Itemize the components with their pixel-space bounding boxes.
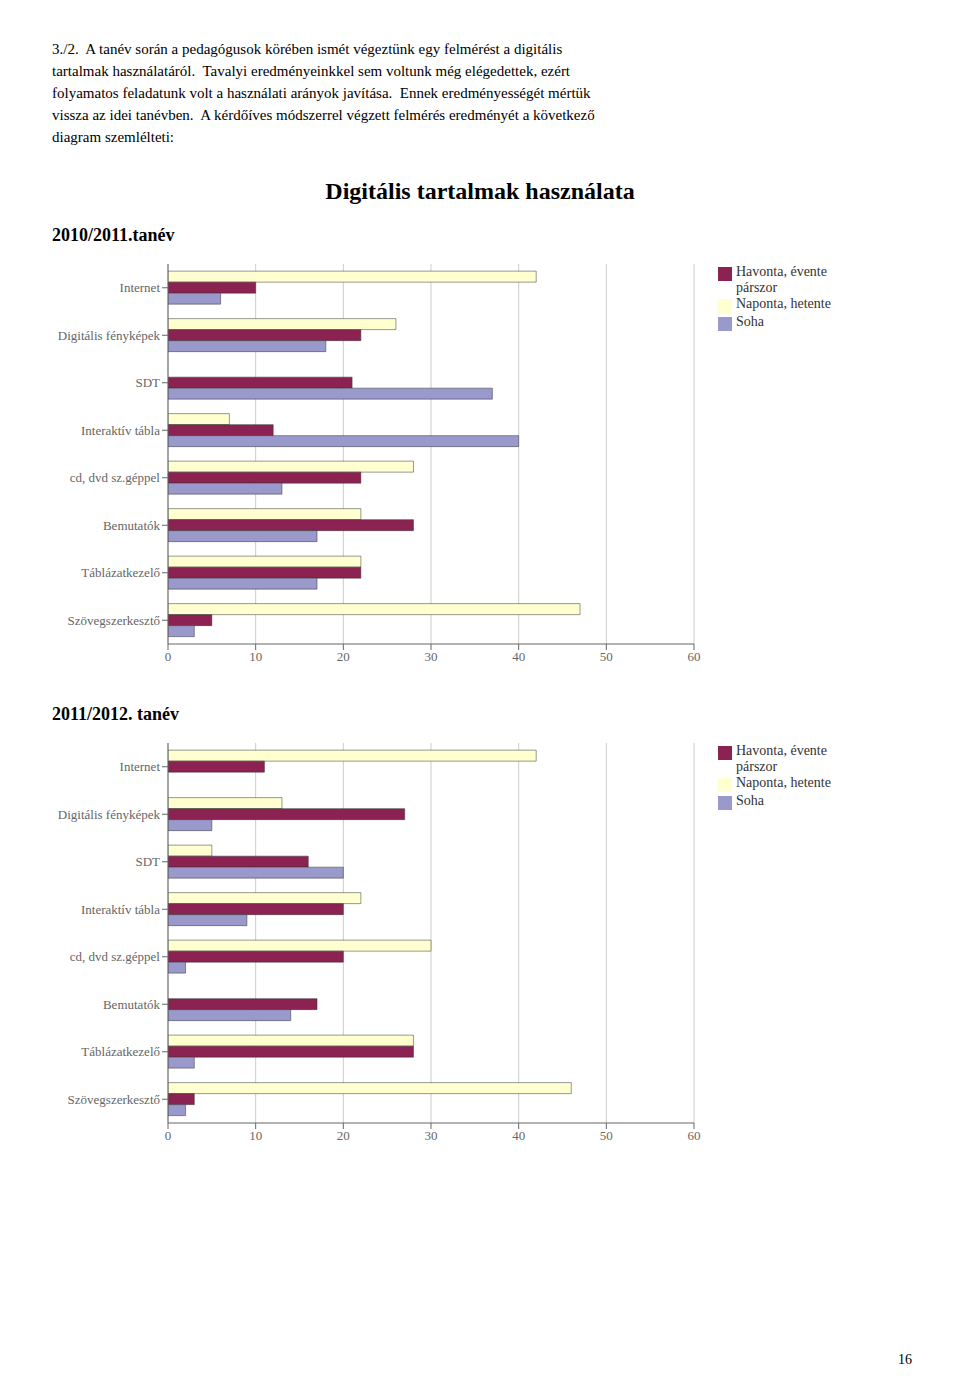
svg-text:cd, dvd sz.géppel: cd, dvd sz.géppel <box>70 470 161 485</box>
svg-text:10: 10 <box>249 649 262 664</box>
svg-text:20: 20 <box>337 649 350 664</box>
html-text:párszor: párszor <box>736 759 778 774</box>
svg-text:10: 10 <box>249 1128 262 1143</box>
html-text:Digitális tartalmak használata: Digitális tartalmak használata <box>325 178 635 204</box>
svg-text:Interaktív tábla: Interaktív tábla <box>81 902 160 917</box>
svg-text:Digitális fényképek: Digitális fényképek <box>58 328 161 343</box>
html-text:2011/2012. tanév: 2011/2012. tanév <box>52 704 179 724</box>
svg-text:Internet: Internet <box>120 280 161 295</box>
html-text:tartalmak használatáról. Taval: tartalmak használatáról. Tavalyi eredmén… <box>52 63 570 79</box>
html-text:folyamatos feladatunk volt a h: folyamatos feladatunk volt a használati … <box>52 85 591 101</box>
html-text:3./2. A tanév során a pedagógu: 3./2. A tanév során a pedagógusok körébe… <box>52 41 563 57</box>
html-text:16: 16 <box>898 1352 912 1367</box>
svg-text:50: 50 <box>600 649 613 664</box>
svg-text:50: 50 <box>600 1128 613 1143</box>
svg-text:Digitális fényképek: Digitális fényképek <box>58 807 161 822</box>
svg-text:Bemutatók: Bemutatók <box>103 997 161 1012</box>
html-text:Soha: Soha <box>736 793 764 808</box>
svg-text:cd, dvd sz.géppel: cd, dvd sz.géppel <box>70 949 161 964</box>
svg-text:40: 40 <box>512 1128 525 1143</box>
html-text:párszor: párszor <box>736 280 778 295</box>
html-text:2010/2011.tanév: 2010/2011.tanév <box>52 225 175 245</box>
svg-text:Internet: Internet <box>120 759 161 774</box>
html-text:Naponta, hetente: Naponta, hetente <box>736 296 831 311</box>
svg-text:60: 60 <box>688 1128 701 1143</box>
svg-text:0: 0 <box>165 1128 172 1143</box>
svg-text:Bemutatók: Bemutatók <box>103 518 161 533</box>
svg-text:30: 30 <box>425 649 438 664</box>
svg-text:40: 40 <box>512 649 525 664</box>
html-text:vissza az idei tanévben. A kér: vissza az idei tanévben. A kérdőíves mód… <box>52 107 595 123</box>
svg-text:30: 30 <box>425 1128 438 1143</box>
svg-text:SDT: SDT <box>135 375 160 390</box>
svg-text:Táblázatkezelő: Táblázatkezelő <box>81 1044 160 1059</box>
svg-text:Szövegszerkesztő: Szövegszerkesztő <box>68 1092 160 1107</box>
svg-text:0: 0 <box>165 649 172 664</box>
html-text:diagram szemlélteti:: diagram szemlélteti: <box>52 129 174 145</box>
svg-text:20: 20 <box>337 1128 350 1143</box>
svg-text:60: 60 <box>688 649 701 664</box>
svg-text:SDT: SDT <box>135 854 160 869</box>
html-text:Soha: Soha <box>736 314 764 329</box>
svg-text:Szövegszerkesztő: Szövegszerkesztő <box>68 613 160 628</box>
html-text:Havonta, évente: Havonta, évente <box>736 743 827 758</box>
svg-text:Táblázatkezelő: Táblázatkezelő <box>81 565 160 580</box>
svg-text:Interaktív tábla: Interaktív tábla <box>81 423 160 438</box>
html-text:Havonta, évente: Havonta, évente <box>736 264 827 279</box>
html-text:Naponta, hetente: Naponta, hetente <box>736 775 831 790</box>
